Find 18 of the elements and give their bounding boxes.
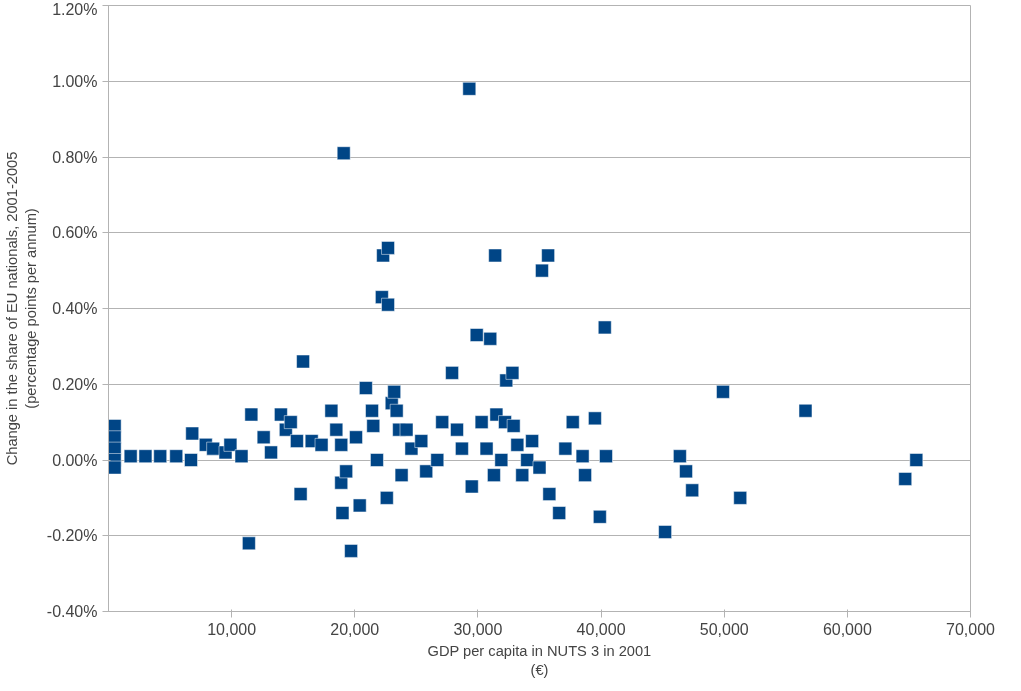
- y-axis-title: Change in the share of EU nationals, 2001-2005 (percentage points per annum): [3, 151, 39, 466]
- x-tick-label: 60,000: [822, 620, 872, 638]
- y-tick-label: 0.00%: [52, 451, 98, 469]
- x-tick-label: 70,000: [946, 620, 996, 638]
- y-tick-label: -0.20%: [46, 527, 98, 545]
- y-tick-label: 0.20%: [52, 375, 98, 393]
- x-tick-label: 20,000: [330, 620, 380, 638]
- x-tick-label: 40,000: [576, 620, 626, 638]
- y-tick-label: 0.60%: [52, 224, 98, 242]
- y-tick-label: 0.40%: [52, 300, 98, 317]
- y-tick-label: 0.80%: [52, 148, 98, 166]
- x-axis-title: GDP per capita in NUTS 3 in 2001 (€): [427, 642, 652, 678]
- x-tick-label: 30,000: [453, 620, 503, 638]
- y-tick-label: 1.00%: [52, 72, 98, 90]
- x-tick-label: 50,000: [699, 620, 749, 638]
- x-tick-label: 10,000: [207, 620, 257, 638]
- y-tick-label: -0.40%: [46, 603, 98, 620]
- y-tick-label: 1.20%: [52, 0, 98, 18]
